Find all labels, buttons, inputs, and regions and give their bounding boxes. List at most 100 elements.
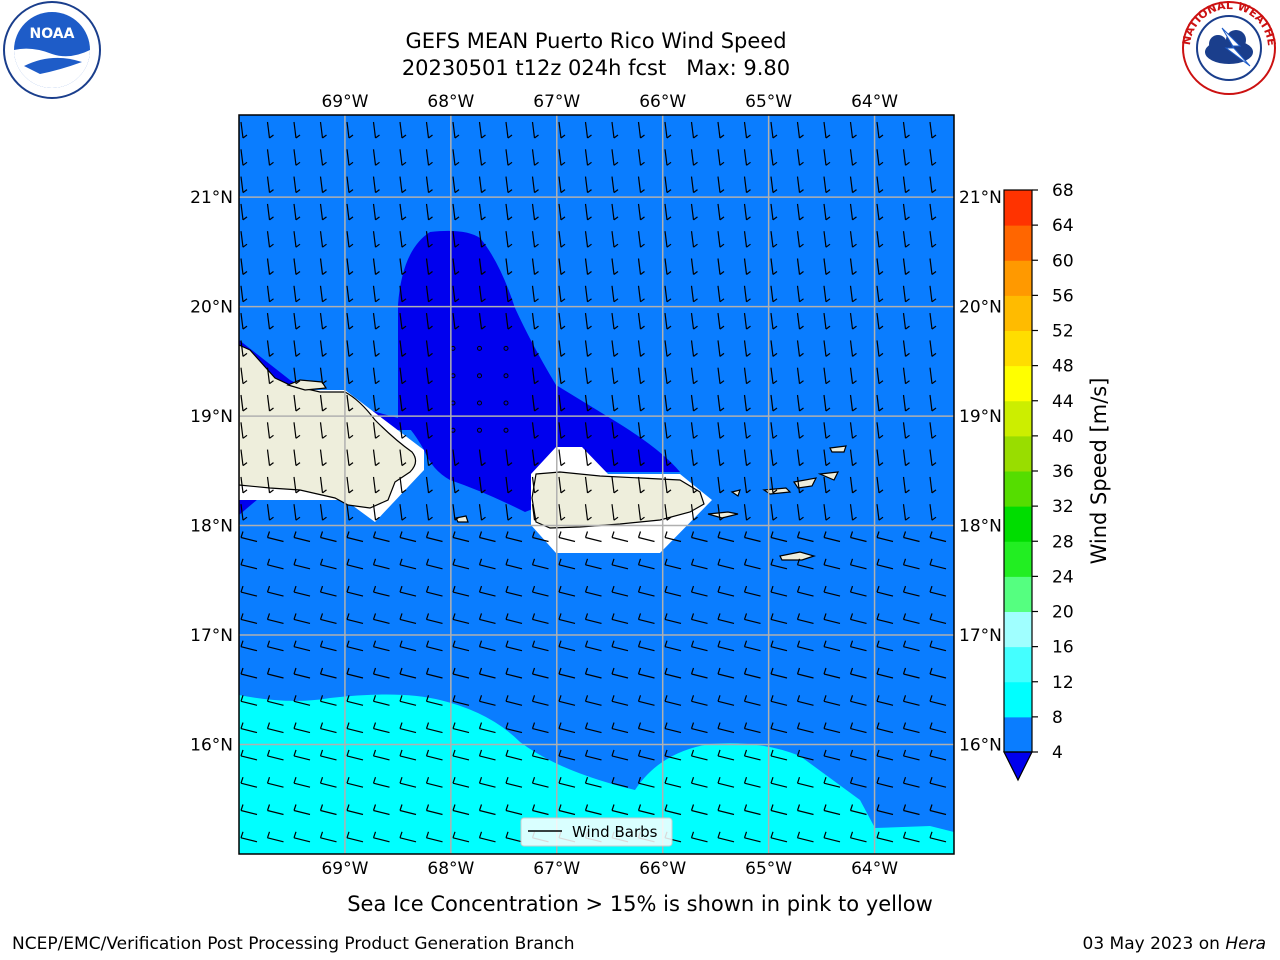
wind-barb (584, 749, 602, 761)
wind-barb (293, 340, 301, 357)
wind-barb (558, 804, 576, 816)
wind-barb (929, 258, 937, 275)
wind-barb (796, 640, 814, 652)
wind-barb (823, 176, 831, 194)
wind-barb (293, 313, 301, 330)
wind-barb (743, 831, 761, 843)
wind-barb (611, 777, 629, 788)
wind-barb (346, 367, 354, 385)
wind-barb (399, 558, 417, 570)
wind-barb (399, 367, 407, 385)
wind-barb (531, 176, 539, 194)
wind-barb (743, 231, 751, 248)
wind-barb (505, 831, 523, 843)
wind-barb (372, 340, 380, 357)
colorbar-segment (1004, 190, 1032, 226)
wind-barb (425, 176, 433, 194)
wind-barb (743, 504, 751, 521)
wind-barb (664, 340, 672, 357)
wind-barb (876, 422, 884, 439)
wind-barb (293, 258, 301, 275)
wind-barb (531, 422, 539, 439)
wind-barb (823, 149, 831, 166)
wind-barb (266, 203, 274, 221)
wind-barb (611, 203, 619, 221)
wind-barb (505, 558, 523, 570)
wind-barb (796, 558, 814, 570)
wind-barb (266, 504, 274, 521)
wind-barb (346, 722, 364, 734)
wind-barb (584, 203, 592, 221)
colorbar-segment (1004, 400, 1032, 437)
wind-barb (584, 804, 602, 816)
wind-barb (743, 313, 751, 330)
wind-barb (584, 231, 592, 248)
wind-barb (717, 258, 725, 275)
wind-barb (876, 777, 894, 788)
wind-barb (425, 667, 443, 679)
wind-barb (452, 449, 460, 467)
wind-barb (902, 613, 920, 624)
wind-barb (531, 804, 549, 816)
wind-barb (664, 203, 672, 221)
wind-barb (849, 203, 857, 221)
lat-tick-label-left: 18°N (190, 517, 233, 537)
wind-barb (478, 722, 496, 734)
wind-barb (717, 613, 735, 624)
wind-barb (849, 176, 857, 194)
wind-barb (293, 422, 301, 439)
graticule (239, 115, 954, 854)
wind-barb (690, 667, 708, 679)
colorbar-tick-label: 16 (1052, 638, 1074, 658)
wind-barb (266, 313, 274, 330)
map-frame (238, 114, 955, 855)
wind-barb (505, 749, 523, 761)
colorbar-tick-label: 24 (1052, 567, 1074, 587)
wind-barb (452, 804, 470, 816)
wind-barb (452, 613, 470, 624)
wind-barb (849, 258, 857, 275)
wind-barb (478, 203, 486, 221)
wind-barb (717, 476, 725, 494)
wind-barb (505, 777, 523, 788)
colorbar-segment (1004, 646, 1032, 683)
wind-barb (531, 285, 539, 303)
wind-barb (531, 722, 549, 734)
wind-barb (425, 777, 443, 788)
wind-barb (637, 285, 645, 303)
land-hispaniola (239, 344, 417, 509)
host-name: Hera (1225, 934, 1266, 954)
wind-barb (664, 176, 672, 194)
colorbar-segment (1004, 681, 1032, 718)
wind-barb (505, 449, 513, 467)
wind-barb (690, 476, 698, 494)
wind-barb (425, 203, 433, 221)
wind-barb (823, 258, 831, 275)
wind-barb (849, 749, 867, 761)
wind-barb (240, 613, 258, 624)
wind-barb (558, 585, 576, 597)
wind-barb (902, 558, 920, 570)
wind-barb (425, 585, 443, 597)
wind-barb (558, 667, 576, 679)
wind-barb (425, 504, 433, 521)
wind-barb (796, 340, 804, 357)
wind-barb (929, 367, 937, 385)
wind-barb (929, 585, 947, 597)
wind-barb (902, 531, 920, 543)
wind-barb (240, 695, 258, 706)
wind-barb (770, 367, 778, 385)
wind-barb (876, 285, 884, 303)
wind-barb (902, 340, 910, 357)
wind-barb (902, 695, 920, 706)
wind-barb (770, 476, 778, 494)
wind-barb (399, 394, 407, 412)
wind-barb (266, 258, 274, 275)
wind-barb (664, 121, 672, 139)
wind-barb (823, 640, 841, 652)
wind-barb (690, 695, 708, 706)
wind-barb (319, 176, 327, 194)
wind-barb (346, 449, 354, 467)
wind-barb (505, 585, 523, 597)
